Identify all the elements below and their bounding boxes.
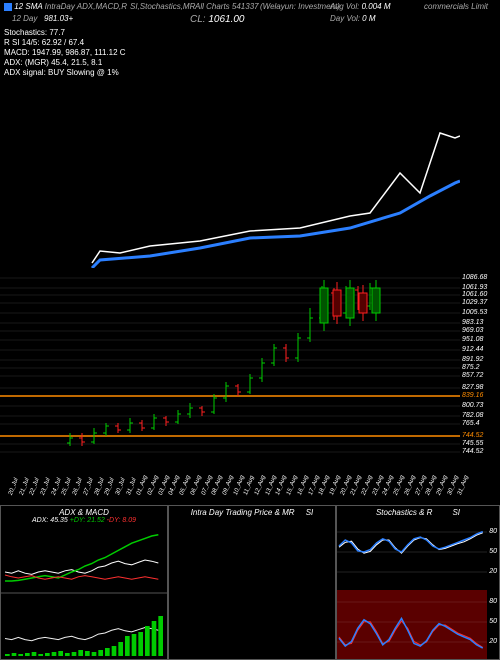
intraday-panel: Intra Day Trading Price & MR SI: [168, 505, 336, 660]
date-label: 27_Jul: [83, 477, 95, 496]
y-label: 744.52: [462, 432, 483, 439]
rsi-label: 80: [489, 598, 497, 605]
rsi-label: 50: [489, 618, 497, 625]
stoch-title: Stochastics & R SI: [337, 506, 499, 517]
stochastics-panel: Stochastics & R SI 80 50 20 80 50 20: [336, 505, 500, 660]
si-label: SI,Stochastics,MR: [130, 2, 195, 11]
y-label: 765.4: [462, 420, 480, 427]
avgvol-label: Avg Vol:: [330, 2, 359, 11]
intraday-label: IntraDay ADX,MACD,R: [45, 2, 127, 11]
legend-blue-swatch: [4, 3, 12, 11]
bottom-panels: ADX & MACD ADX: 45.35 +DY: 21.52 -DY: 8.…: [0, 505, 500, 660]
rsi-label: 80: [489, 528, 497, 535]
adx-title: ADX & MACD: [1, 506, 167, 517]
date-label: 30_Jul: [115, 477, 127, 496]
y-label: 891.92: [462, 356, 483, 363]
company-label: (Welayun: Investment): [260, 2, 340, 11]
dayvol-label: Day Vol:: [330, 14, 360, 23]
y-label: 1061.93: [462, 284, 487, 291]
dayvol-value: 0 M: [362, 14, 375, 23]
y-label: 1029.37: [462, 299, 487, 306]
y-label: 1086.68: [462, 274, 487, 281]
allcharts-label: All Charts 541337: [195, 2, 259, 11]
legend-blue-label: 12 SMA: [14, 2, 42, 11]
avgvol-value: 0.004 M: [362, 2, 391, 11]
rsi-label: 20: [489, 568, 497, 575]
rsi-label: 20: [489, 638, 497, 645]
y-label: 912.44: [462, 346, 483, 353]
y-label: 782.08: [462, 412, 483, 419]
y-label: 969.03: [462, 327, 483, 334]
y-label: 827.98: [462, 384, 483, 391]
y-label: 744.52: [462, 448, 483, 455]
header: 12 SMA IntraDay ADX,MACD,R SI,Stochastic…: [0, 0, 500, 28]
commercials-label: commercials Limit: [424, 2, 488, 11]
date-axis: 20_Jul21_Jul22_Jul23_Jul24_Jul25_Jul26_J…: [0, 478, 500, 498]
cl-label: CL:: [190, 14, 206, 25]
y-label: 857.72: [462, 372, 483, 379]
main-line-chart: [0, 28, 460, 268]
day12-value: 981.03+: [44, 14, 73, 23]
y-label: 800.73: [462, 402, 483, 409]
y-label: 983.13: [462, 319, 483, 326]
adx-sub: ADX: 45.35 +DY: 21.52 -DY: 8.09: [1, 517, 167, 524]
cl-value: 1061.00: [208, 14, 244, 25]
y-label: 1061.60: [462, 291, 487, 298]
rsi-label: 50: [489, 548, 497, 555]
y-label: 745.55: [462, 440, 483, 447]
intraday-title: Intra Day Trading Price & MR SI: [169, 506, 335, 517]
y-label: 875.2: [462, 364, 480, 371]
y-label: 839.16: [462, 392, 483, 399]
day12-label: 12 Day: [12, 14, 37, 23]
adx-macd-panel: ADX & MACD ADX: 45.35 +DY: 21.52 -DY: 8.…: [0, 505, 168, 660]
y-axis-labels: 1086.68 1061.931061.601029.37 1005.53 983.1…: [462, 268, 500, 478]
candle-chart: [0, 268, 460, 478]
y-label: 951.08: [462, 336, 483, 343]
y-label: 1005.53: [462, 309, 487, 316]
